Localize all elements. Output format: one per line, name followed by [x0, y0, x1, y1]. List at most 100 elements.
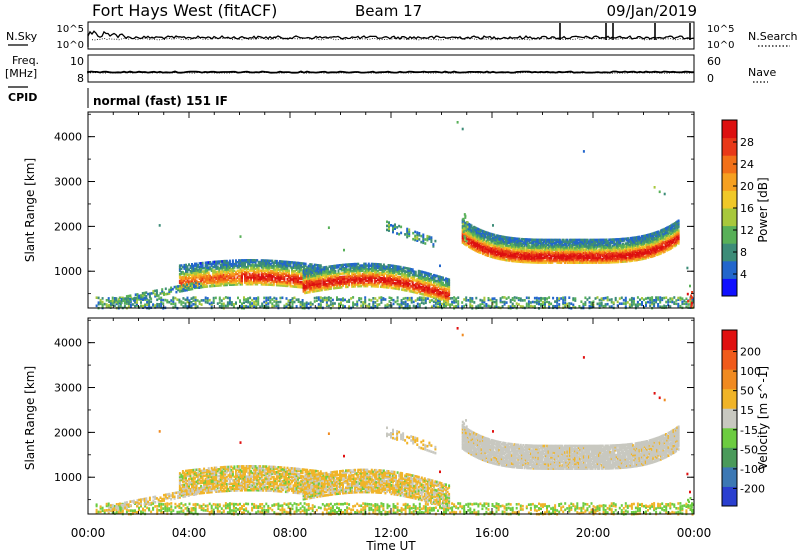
range-gate-cell [562, 297, 564, 300]
range-gate-cell [384, 298, 386, 301]
range-gate-cell [433, 304, 435, 307]
range-gate-cell [528, 305, 530, 308]
range-gate-cell [150, 300, 152, 303]
range-gate-cell [639, 299, 641, 302]
range-gate-cell [554, 300, 556, 303]
range-gate-cell [177, 285, 179, 288]
range-gate-cell [667, 299, 669, 302]
range-gate-cell [151, 292, 153, 295]
range-gate-cell [136, 301, 138, 304]
range-gate-cell [413, 301, 415, 304]
range-gate-cell [326, 297, 328, 300]
range-gate-cell [336, 296, 338, 299]
range-gate-cell [288, 299, 290, 302]
range-gate-cell [564, 299, 566, 302]
range-gate-cell [568, 305, 570, 308]
range-gate-cell [414, 235, 416, 238]
range-gate-cell [386, 229, 388, 232]
range-gate-cell [540, 297, 542, 300]
range-gate-cell [128, 295, 130, 298]
range-gate-cell [663, 305, 665, 308]
range-gate-cell [469, 303, 471, 306]
range-gate-cell [146, 301, 148, 304]
range-gate-cell [348, 299, 350, 302]
range-gate-cell [378, 303, 380, 306]
range-gate-cell [473, 301, 475, 304]
range-gate-cell [651, 296, 653, 299]
range-gate-cell [424, 238, 426, 241]
range-gate-cell [243, 305, 245, 308]
range-gate-cell [225, 296, 227, 299]
range-gate-cell [671, 297, 673, 300]
range-gate-cell [471, 297, 473, 300]
range-gate-cell [540, 303, 542, 306]
range-gate-cell [681, 301, 683, 304]
range-gate-cell [471, 305, 473, 308]
range-gate-cell [316, 296, 318, 299]
range-gate-cell [263, 297, 265, 300]
range-gate-cell [360, 297, 362, 300]
range-gate-cell [221, 299, 223, 302]
range-gate-cell [115, 297, 117, 300]
range-gate-cell [649, 297, 651, 300]
range-gate-cell [432, 243, 434, 246]
range-gate-cell [494, 301, 496, 304]
range-gate-cell [483, 297, 485, 300]
range-gate-cell [205, 297, 207, 300]
range-gate-cell [229, 260, 231, 263]
top-panel-frame [88, 22, 694, 49]
range-gate-cell [119, 300, 121, 303]
range-gate-cell [502, 301, 504, 304]
range-gate-cell [574, 297, 576, 300]
range-gate-cell [641, 304, 643, 307]
range-gate-cell [193, 299, 195, 302]
range-gate-cell [267, 297, 269, 300]
range-gate-cell [500, 297, 502, 300]
range-gate-cell [96, 296, 98, 299]
range-gate-cell [538, 303, 540, 306]
range-gate-cell [292, 303, 294, 306]
range-gate-cell [251, 299, 253, 302]
date-title: 09/Jan/2019 [607, 2, 698, 20]
range-gate-cell [231, 304, 233, 307]
range-gate-cell [556, 304, 558, 307]
range-gate-cell [219, 305, 221, 308]
range-gate-cell [506, 301, 508, 304]
range-gate-cell [223, 303, 225, 306]
range-gate-cell [187, 301, 189, 304]
range-gate-cell [201, 299, 203, 302]
range-gate-cell [599, 299, 601, 302]
nsearch-label: N.Search [748, 30, 798, 43]
range-gate-cell [538, 297, 540, 300]
range-gate-cell [461, 301, 463, 304]
range-gate-cell [328, 305, 330, 308]
range-gate-cell [633, 297, 635, 300]
range-gate-cell [496, 299, 498, 302]
range-gate-cell [102, 297, 104, 300]
range-gate-cell [197, 299, 199, 302]
range-gate-cell [457, 305, 459, 308]
range-gate-cell [601, 301, 603, 304]
range-gate-cell [425, 297, 427, 300]
range-gate-cell [182, 284, 184, 287]
range-gate-cell [641, 297, 643, 300]
range-gate-cell [314, 297, 316, 300]
range-gate-cell [247, 297, 249, 300]
range-gate-cell [516, 297, 518, 300]
range-gate-cell [133, 297, 135, 300]
range-gate-cell [251, 302, 253, 305]
range-gate-cell [649, 304, 651, 307]
range-gate-cell [229, 297, 231, 300]
range-gate-cell [397, 299, 399, 302]
range-gate-cell [451, 297, 453, 300]
range-gate-cell [108, 297, 110, 300]
range-gate-cell [483, 304, 485, 307]
range-gate-cell [170, 303, 172, 306]
range-gate-cell [568, 296, 570, 299]
range-gate-cell [185, 305, 187, 308]
range-gate-cell [584, 301, 586, 304]
range-gate-cell [633, 303, 635, 306]
range-gate-cell [389, 304, 391, 307]
range-gate-cell [241, 302, 243, 305]
range-gate-cell [108, 300, 110, 303]
